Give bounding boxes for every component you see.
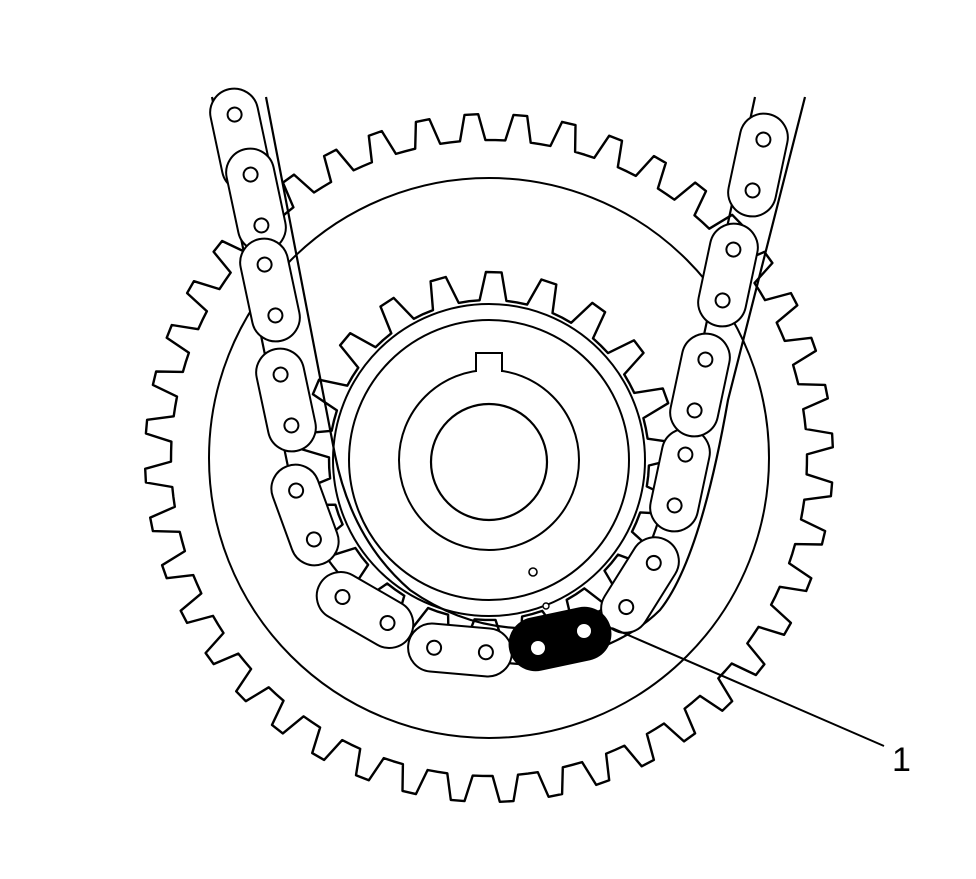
sprocket-timing-mark bbox=[528, 567, 538, 577]
chain-link-pin bbox=[697, 351, 714, 368]
chain-link bbox=[600, 536, 680, 634]
chain-link-pin bbox=[242, 166, 259, 183]
chain-link-pin bbox=[226, 106, 243, 123]
chain-link-pin bbox=[379, 615, 396, 631]
highlighted-chain-link bbox=[508, 606, 612, 672]
chain-link bbox=[727, 112, 789, 218]
chain-link-pin bbox=[686, 402, 703, 419]
chain-link bbox=[697, 222, 759, 328]
chain-link bbox=[225, 147, 287, 253]
chain-link-pin bbox=[253, 217, 270, 234]
keyway-slot bbox=[475, 352, 503, 372]
chain-links bbox=[209, 87, 789, 678]
highlighted-link-pin-left bbox=[531, 641, 545, 655]
chain-link bbox=[649, 427, 711, 533]
callout-leader-line bbox=[611, 627, 885, 747]
chain-link-pin bbox=[334, 589, 351, 605]
chain-link-pin bbox=[267, 307, 284, 324]
large-sprocket-face-ring bbox=[208, 177, 770, 739]
chain-link-pin bbox=[288, 482, 305, 499]
chain-link-pin bbox=[666, 497, 683, 514]
chain-link-pin bbox=[677, 446, 694, 463]
chain-link-pin bbox=[305, 531, 322, 548]
chain-link-pin bbox=[755, 131, 772, 148]
highlighted-link-pin-right bbox=[577, 624, 591, 638]
chain-link-pin bbox=[283, 417, 300, 434]
chain-link bbox=[255, 347, 317, 453]
chain-link bbox=[270, 463, 340, 567]
callout-label-1: 1 bbox=[892, 741, 911, 779]
chain-link-pin bbox=[426, 639, 443, 656]
hub-bore bbox=[429, 402, 549, 522]
hub-middle-ring bbox=[348, 319, 630, 601]
chain-link bbox=[669, 332, 731, 438]
chain-link-pin bbox=[725, 241, 742, 258]
chain-link-pin bbox=[477, 644, 494, 661]
chain-link bbox=[239, 237, 301, 343]
chain-link-pin bbox=[744, 182, 761, 199]
chain-alignment-mark bbox=[542, 602, 550, 610]
chain-link-pin bbox=[645, 554, 662, 571]
chain-link-pin bbox=[714, 292, 731, 309]
chain-link-pin bbox=[618, 599, 635, 616]
chain-link-pin bbox=[272, 366, 289, 383]
chain-link-pin bbox=[256, 256, 273, 273]
chain-link bbox=[407, 622, 513, 678]
